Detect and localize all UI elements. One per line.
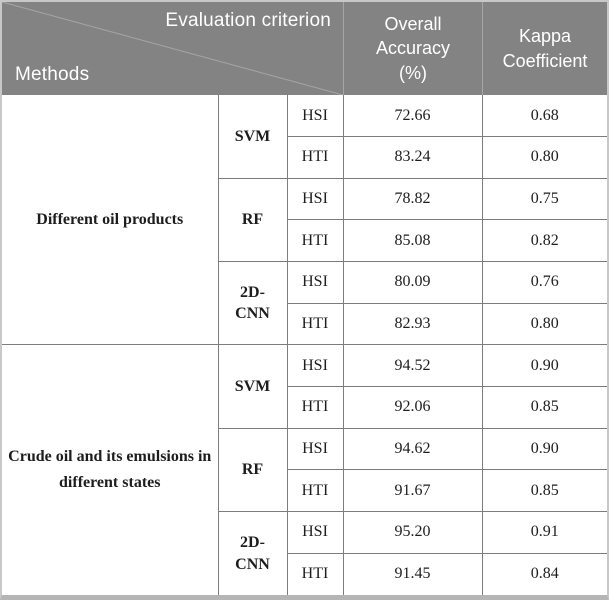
kappa-value-cell: 0.90 xyxy=(481,344,607,388)
accuracy-value-cell: 95.20 xyxy=(342,511,483,554)
accuracy-value-cell: 85.08 xyxy=(342,219,483,263)
modality-cell: HSI xyxy=(286,511,344,554)
accuracy-value-cell: 82.93 xyxy=(342,302,483,346)
kappa-value-cell: 0.68 xyxy=(481,95,607,138)
table-row: Different oil products SVM HSI 72.66 0.6… xyxy=(2,95,607,346)
method-cell: SVM xyxy=(217,344,288,429)
method-cell: RF xyxy=(217,177,288,263)
kappa-coefficient-header-label: Kappa Coefficient xyxy=(502,26,588,71)
modality-cell: HSI xyxy=(286,95,344,138)
kappa-value-cell: 0.91 xyxy=(481,511,607,554)
method-cell: RF xyxy=(217,427,288,513)
column-header-overall-accuracy: Overall Accuracy (%) xyxy=(343,2,482,95)
table-row: Crude oil and its emulsions in different… xyxy=(2,344,607,595)
accuracy-value-cell: 94.62 xyxy=(342,427,483,471)
table-row: HTI 92.06 0.85 xyxy=(2,386,607,429)
method-label: 2D-CNN xyxy=(235,283,270,323)
diagonal-corner-cell: Evaluation criterion Methods xyxy=(2,2,343,95)
evaluation-criterion-label: Evaluation criterion xyxy=(165,10,331,31)
modality-cell: HTI xyxy=(286,219,344,263)
accuracy-value-cell: 78.82 xyxy=(342,177,483,221)
modality-cell: HTI xyxy=(286,386,344,429)
accuracy-value-cell: 72.66 xyxy=(342,95,483,138)
accuracy-value-cell: 92.06 xyxy=(342,386,483,429)
table-row: HTI 91.45 0.84 xyxy=(2,552,607,595)
modality-cell: HTI xyxy=(286,469,344,513)
method-label: SVM xyxy=(234,377,271,395)
kappa-value-cell: 0.80 xyxy=(481,136,607,179)
method-label: RF xyxy=(241,461,264,479)
modality-cell: HSI xyxy=(286,261,344,304)
kappa-value-cell: 0.85 xyxy=(481,386,607,429)
modality-cell: HTI xyxy=(286,302,344,346)
table-row: RF HSI 94.62 0.90 xyxy=(2,427,607,513)
column-header-kappa-coefficient: Kappa Coefficient xyxy=(482,2,607,95)
modality-cell: HSI xyxy=(286,427,344,471)
table-header: Evaluation criterion Methods Overall Acc… xyxy=(2,2,607,95)
method-cell: 2D-CNN xyxy=(217,261,288,346)
methods-label: Methods xyxy=(15,64,90,85)
category-cell: Different oil products xyxy=(2,95,219,346)
accuracy-value-cell: 94.52 xyxy=(342,344,483,388)
diagonal-divider-line xyxy=(2,2,343,95)
table-row: RF HSI 78.82 0.75 xyxy=(2,177,607,263)
modality-cell: HSI xyxy=(286,344,344,388)
table-row: HTI 91.67 0.85 xyxy=(2,469,607,513)
category-cell: Crude oil and its emulsions in different… xyxy=(2,344,219,595)
method-cell: 2D-CNN xyxy=(217,511,288,595)
table-row: 2D-CNN HSI 95.20 0.91 xyxy=(2,511,607,595)
results-table-body: Different oil products SVM HSI 72.66 0.6… xyxy=(2,95,607,595)
kappa-value-cell: 0.84 xyxy=(481,552,607,595)
method-label: SVM xyxy=(234,127,271,145)
kappa-value-cell: 0.82 xyxy=(481,219,607,263)
modality-cell: HSI xyxy=(286,177,344,221)
accuracy-value-cell: 80.09 xyxy=(342,261,483,304)
kappa-value-cell: 0.76 xyxy=(481,261,607,304)
method-label: 2D-CNN xyxy=(235,533,270,573)
method-label: RF xyxy=(241,211,264,229)
overall-accuracy-header-label: Overall Accuracy (%) xyxy=(375,14,451,83)
table-row: HTI 82.93 0.80 xyxy=(2,302,607,346)
modality-cell: HTI xyxy=(286,136,344,179)
kappa-value-cell: 0.75 xyxy=(481,177,607,221)
kappa-value-cell: 0.80 xyxy=(481,302,607,346)
accuracy-value-cell: 91.45 xyxy=(342,552,483,595)
modality-cell: HTI xyxy=(286,552,344,595)
method-cell: SVM xyxy=(217,95,288,179)
accuracy-value-cell: 91.67 xyxy=(342,469,483,513)
accuracy-value-cell: 83.24 xyxy=(342,136,483,179)
kappa-value-cell: 0.90 xyxy=(481,427,607,471)
kappa-value-cell: 0.85 xyxy=(481,469,607,513)
table-row: HTI 85.08 0.82 xyxy=(2,219,607,263)
